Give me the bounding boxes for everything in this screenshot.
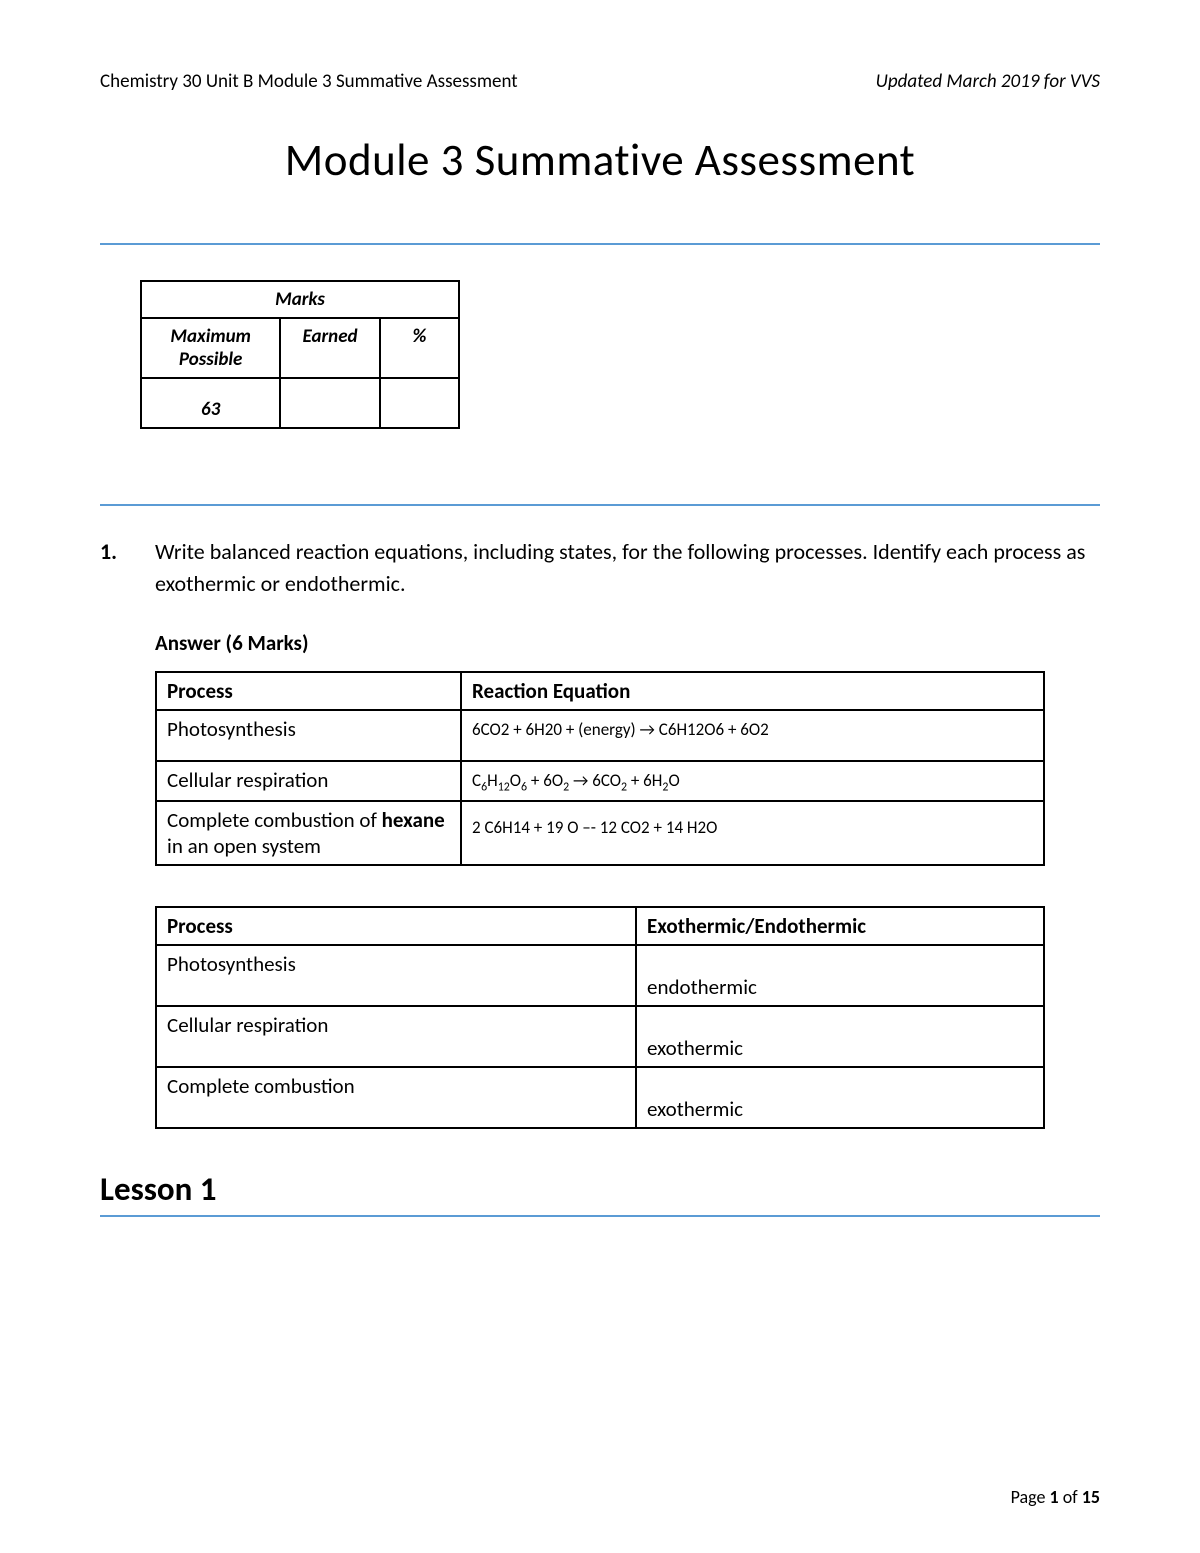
footer-current: 1	[1050, 1486, 1059, 1508]
thermo-process: Photosynthesis	[156, 945, 636, 1006]
table-row: Complete combustion of hexane in an open…	[156, 801, 1044, 865]
marks-col-max: Maximum Possible	[141, 318, 280, 378]
question-text: Write balanced reaction equations, inclu…	[155, 536, 1100, 600]
reaction-header-process: Process	[156, 672, 461, 710]
marks-percent-value	[380, 378, 459, 428]
marks-title: Marks	[141, 281, 459, 318]
marks-earned-value	[280, 378, 380, 428]
marks-col-percent: %	[380, 318, 459, 378]
thermo-header-process: Process	[156, 907, 636, 945]
reaction-process: Photosynthesis	[156, 710, 461, 761]
thermo-process: Complete combustion	[156, 1067, 636, 1128]
thermo-table: Process Exothermic/Endothermic Photosynt…	[155, 906, 1045, 1129]
divider-mid	[100, 504, 1100, 506]
section-heading: Lesson 1	[100, 1169, 1100, 1209]
reaction-table: Process Reaction Equation Photosynthesis…	[155, 671, 1045, 866]
reaction-process: Cellular respiration	[156, 761, 461, 801]
divider-top	[100, 243, 1100, 245]
table-row: Complete combustion exothermic	[156, 1067, 1044, 1128]
header-right: Updated March 2019 for VVS	[876, 70, 1100, 93]
table-row: Cellular respiration C6H12O6 + 6O2 → 6CO…	[156, 761, 1044, 801]
answer-label: Answer (6 Marks)	[155, 630, 1100, 656]
reaction-header-equation: Reaction Equation	[461, 672, 1044, 710]
thermo-header-type: Exothermic/Endothermic	[636, 907, 1044, 945]
page-title: Module 3 Summative Assessment	[100, 133, 1100, 188]
header-left: Chemistry 30 Unit B Module 3 Summative A…	[100, 70, 518, 93]
footer-total: 15	[1082, 1486, 1100, 1508]
thermo-type: exothermic	[636, 1006, 1044, 1067]
thermo-type: endothermic	[636, 945, 1044, 1006]
thermo-type: exothermic	[636, 1067, 1044, 1128]
footer-of: of	[1059, 1486, 1082, 1508]
marks-table: Marks Maximum Possible Earned % 63	[140, 280, 460, 429]
question-number: 1.	[100, 536, 155, 600]
table-row: Cellular respiration exothermic	[156, 1006, 1044, 1067]
thermo-process: Cellular respiration	[156, 1006, 636, 1067]
reaction-equation: 6CO2 + 6H20 + (energy) → C6H12O6 + 6O2	[461, 710, 1044, 761]
reaction-equation: C6H12O6 + 6O2 → 6CO2 + 6H2O	[461, 761, 1044, 801]
question-1: 1. Write balanced reaction equations, in…	[100, 536, 1100, 600]
marks-max-value: 63	[141, 378, 280, 428]
table-row: Photosynthesis 6CO2 + 6H20 + (energy) → …	[156, 710, 1044, 761]
page-footer: Page 1 of 15	[1011, 1486, 1100, 1508]
footer-prefix: Page	[1011, 1486, 1050, 1508]
table-row: Photosynthesis endothermic	[156, 945, 1044, 1006]
marks-col-earned: Earned	[280, 318, 380, 378]
reaction-process: Complete combustion of hexane in an open…	[156, 801, 461, 865]
divider-bottom	[100, 1215, 1100, 1217]
page-header: Chemistry 30 Unit B Module 3 Summative A…	[100, 70, 1100, 93]
reaction-equation: 2 C6H14 + 19 O –- 12 CO2 + 14 H2O	[461, 801, 1044, 865]
